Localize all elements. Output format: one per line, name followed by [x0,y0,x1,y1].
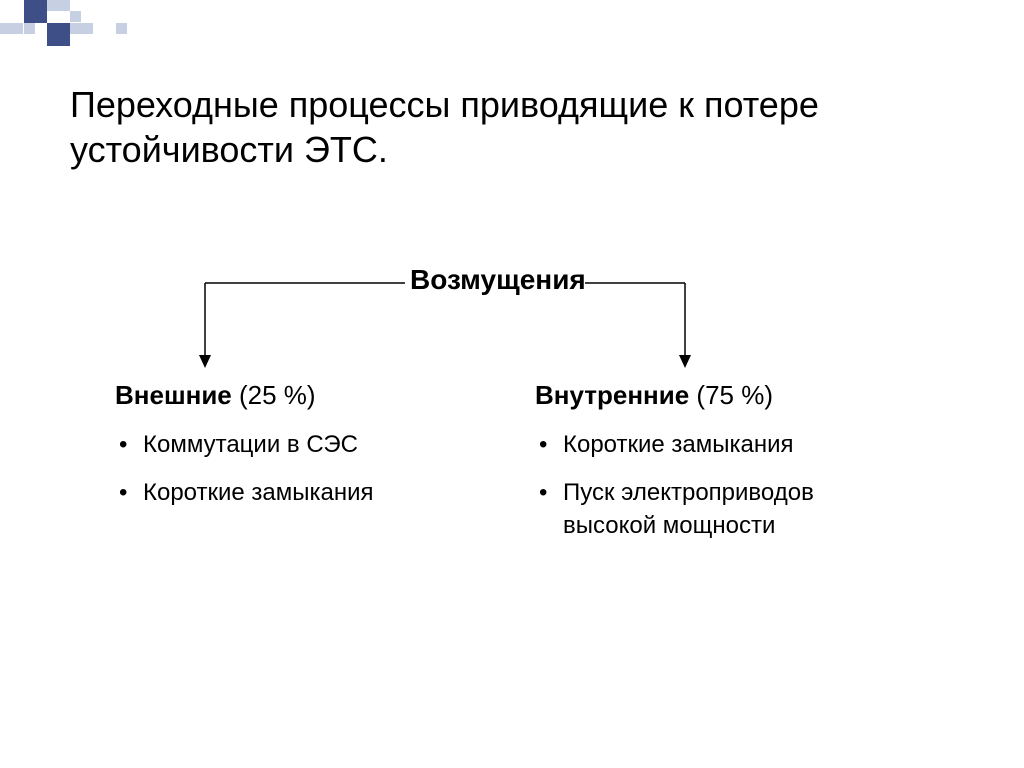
deco-square [24,0,47,23]
list-item: Пуск электроприводов высокой мощности [563,477,865,542]
deco-square [70,23,93,34]
slide-title-block: Переходные процессы приводящие к потере … [70,82,950,172]
deco-square [47,0,70,11]
deco-square [24,23,35,34]
deco-square [0,23,23,34]
branch-internal-percent: (75 %) [696,380,773,410]
branch-internal-title: Внутренние (75 %) [535,380,865,411]
branch-external-percent: (25 %) [239,380,316,410]
branch-internal-name: Внутренние [535,380,689,410]
branch-internal: Внутренние (75 %) Короткие замыкания Пус… [535,380,865,558]
deco-square [70,11,81,22]
list-item: Коммутации в СЭС [143,429,445,461]
list-item: Короткие замыкания [563,429,865,461]
branch-internal-list: Короткие замыкания Пуск электроприводов … [535,429,865,542]
slide-title: Переходные процессы приводящие к потере … [70,82,950,172]
deco-square [116,23,127,34]
branch-external: Внешние (25 %) Коммутации в СЭС Короткие… [115,380,445,526]
diagram-connector [145,275,695,370]
corner-decoration [0,0,140,50]
branch-external-title: Внешние (25 %) [115,380,445,411]
list-item: Короткие замыкания [143,477,445,509]
branch-external-list: Коммутации в СЭС Короткие замыкания [115,429,445,510]
branch-external-name: Внешние [115,380,232,410]
deco-square [47,23,70,46]
